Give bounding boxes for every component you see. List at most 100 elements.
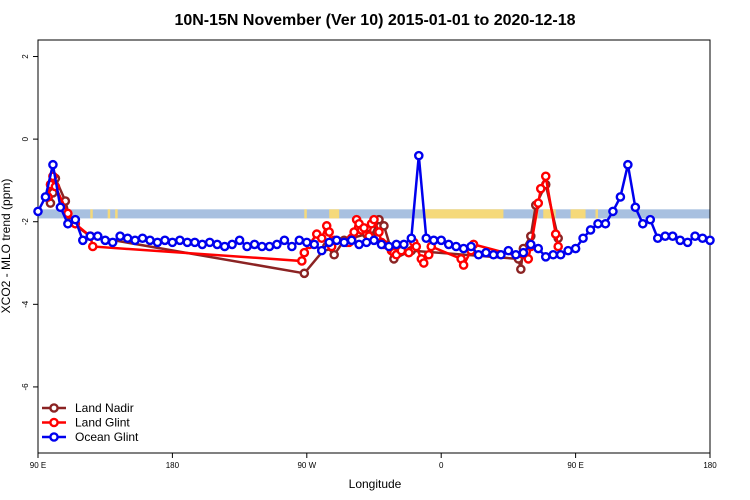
point-ocean-glint <box>645 214 656 225</box>
point-ocean-glint <box>175 235 185 246</box>
point-land-glint <box>540 171 551 182</box>
point-ocean-glint <box>249 239 260 250</box>
point-ocean-glint <box>182 237 193 248</box>
point-ocean-glint <box>324 237 335 248</box>
point-ocean-glint <box>413 150 424 161</box>
point-ocean-glint <box>287 241 297 252</box>
point-ocean-glint <box>242 241 252 252</box>
point-land-glint <box>418 258 429 268</box>
point-ocean-glint <box>279 235 290 246</box>
x-tick-label: 180 <box>166 461 180 470</box>
point-ocean-glint <box>697 233 708 244</box>
point-ocean-glint <box>122 233 133 244</box>
point-ocean-glint <box>638 218 648 229</box>
point-land-glint <box>458 260 469 270</box>
point-ocean-glint <box>167 237 178 248</box>
legend-item-land-nadir: Land Nadir <box>42 401 134 415</box>
y-tick-label: 2 <box>21 54 30 59</box>
point-land-glint <box>404 247 414 258</box>
point-land-glint <box>359 223 369 233</box>
x-tick-label: 180 <box>703 461 717 470</box>
point-ocean-glint <box>630 202 641 213</box>
point-land-glint <box>374 227 384 237</box>
legend-label: Land Glint <box>75 416 130 430</box>
point-ocean-glint <box>309 239 320 250</box>
point-ocean-glint <box>346 235 357 246</box>
band-land-segment <box>543 209 556 219</box>
point-ocean-glint <box>690 231 700 241</box>
band-ocean <box>38 209 710 219</box>
point-land-nadir <box>329 249 339 260</box>
band-land-segment <box>570 209 586 219</box>
point-ocean-glint <box>511 249 521 260</box>
point-ocean-glint <box>585 225 596 235</box>
band-land-segment <box>423 209 504 219</box>
point-ocean-glint <box>85 231 96 241</box>
series-ocean-glint <box>33 150 715 262</box>
point-ocean-glint <box>384 241 394 252</box>
y-tick-label: -6 <box>21 383 30 391</box>
point-ocean-glint <box>399 239 409 250</box>
point-land-nadir <box>516 264 526 275</box>
point-ocean-glint <box>264 241 275 252</box>
point-land-glint <box>535 183 546 194</box>
point-ocean-glint <box>421 233 432 244</box>
point-ocean-glint <box>623 159 633 170</box>
point-ocean-glint <box>354 239 364 250</box>
point-ocean-glint <box>301 237 312 248</box>
point-ocean-glint <box>331 235 342 246</box>
point-land-glint <box>550 229 561 239</box>
point-ocean-glint <box>219 241 230 252</box>
point-ocean-glint <box>488 249 499 260</box>
band-land-segment <box>107 209 111 219</box>
point-ocean-glint <box>503 245 514 256</box>
point-ocean-glint <box>137 233 148 244</box>
point-ocean-glint <box>436 235 447 246</box>
point-ocean-glint <box>294 235 305 246</box>
y-tick-label: -2 <box>21 218 30 226</box>
point-ocean-glint <box>204 237 215 248</box>
point-ocean-glint <box>33 206 43 217</box>
point-ocean-glint <box>466 241 476 252</box>
legend-marker <box>49 403 59 413</box>
legend-label: Land Nadir <box>75 401 134 415</box>
band-land-segment <box>304 209 307 219</box>
y-tick-label: -4 <box>21 300 30 308</box>
point-ocean-glint <box>518 247 529 258</box>
point-ocean-glint <box>615 192 626 202</box>
point-land-glint <box>299 247 310 258</box>
point-ocean-glint <box>369 235 379 246</box>
point-ocean-glint <box>533 243 544 254</box>
point-land-nadir <box>379 221 389 231</box>
y-tick-label: 0 <box>21 136 30 141</box>
point-ocean-glint <box>48 159 58 170</box>
point-ocean-glint <box>130 235 140 246</box>
point-land-glint <box>297 256 307 266</box>
legend-marker <box>49 417 59 428</box>
point-land-glint <box>553 241 563 252</box>
y-axis-label: XCO2 - MLO trend (ppm) <box>0 179 13 314</box>
point-ocean-glint <box>428 235 439 246</box>
point-ocean-glint <box>570 243 581 254</box>
point-ocean-glint <box>78 235 88 246</box>
point-land-glint <box>369 214 379 225</box>
point-ocean-glint <box>608 206 618 217</box>
legend-item-ocean-glint: Ocean Glint <box>42 430 139 444</box>
band-land-segment <box>595 209 598 219</box>
point-ocean-glint <box>682 237 693 248</box>
point-land-glint <box>316 233 327 244</box>
x-tick-label: 90 E <box>30 461 46 470</box>
point-ocean-glint <box>481 247 491 258</box>
point-ocean-glint <box>316 245 327 256</box>
legend-marker <box>49 432 59 442</box>
chart-title: 10N-15N November (Ver 10) 2015-01-01 to … <box>174 12 575 29</box>
x-axis: 90 E 180 90 W 0 90 E 180 <box>30 453 717 470</box>
legend-item-land-glint: Land Glint <box>42 416 130 430</box>
point-ocean-glint <box>675 235 685 246</box>
point-ocean-glint <box>443 239 454 250</box>
point-land-glint <box>411 241 422 252</box>
point-ocean-glint <box>705 235 715 246</box>
point-ocean-glint <box>92 231 103 241</box>
